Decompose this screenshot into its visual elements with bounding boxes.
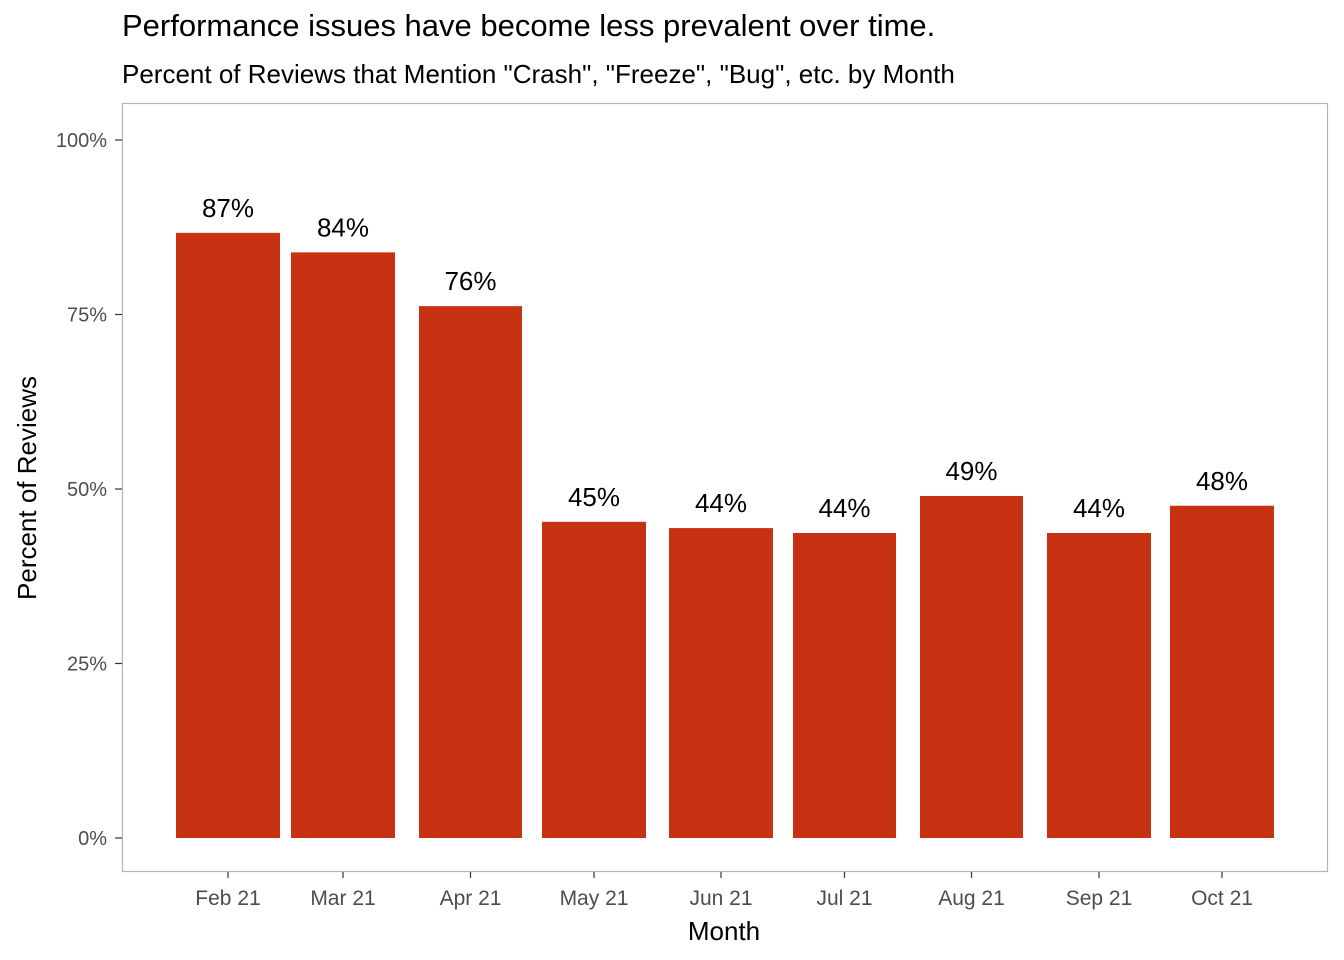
bar [920, 495, 1023, 838]
x-tick-label: Aug 21 [938, 887, 1005, 910]
bar-value-label: 45% [568, 482, 620, 512]
plot-panel [121, 102, 1329, 873]
x-tick-label: Jul 21 [816, 887, 872, 910]
bar-value-label: 87% [202, 193, 254, 223]
bar [176, 232, 280, 839]
bar-value-label: 44% [1073, 493, 1125, 523]
bar [419, 306, 522, 838]
chart-subtitle: Percent of Reviews that Mention "Crash",… [122, 59, 955, 89]
bar-value-label: 76% [444, 266, 496, 296]
bar-value-label: 44% [818, 493, 870, 523]
x-tick-label: Jun 21 [689, 887, 752, 910]
x-tick-label: Apr 21 [440, 887, 502, 910]
x-tick-label: May 21 [560, 887, 629, 910]
x-tick-label: Sep 21 [1066, 887, 1133, 910]
bar [669, 528, 773, 838]
x-tick-label: Feb 21 [195, 887, 260, 910]
bar [291, 252, 395, 839]
y-tick-label: 50% [67, 479, 107, 501]
x-axis: Feb 21 Mar 21 Apr 21 May 21 Jun 21 Jul 21 Aug … [195, 872, 1253, 910]
bars [176, 232, 1274, 839]
chart-title: Performance issues have become less prev… [122, 8, 936, 43]
bar [1170, 505, 1274, 838]
bar-value-label: 48% [1196, 466, 1248, 496]
bar-value-label: 49% [945, 456, 997, 486]
y-tick-label: 100% [56, 130, 107, 152]
bar [542, 521, 646, 838]
x-tick-label: Mar 21 [310, 887, 375, 910]
y-tick-label: 75% [67, 305, 107, 327]
y-tick-label: 0% [78, 828, 107, 850]
data-labels: 87% 84% 76% 45% 44% 44% 49% 44% 48% [202, 193, 1248, 523]
y-axis: 0% 25% 50% 75% 100% [56, 130, 122, 850]
y-axis-title: Percent of Reviews [12, 376, 42, 600]
x-tick-label: Oct 21 [1191, 887, 1253, 910]
bar [793, 532, 896, 838]
bar-value-label: 44% [695, 488, 747, 518]
y-tick-label: 25% [67, 654, 107, 676]
x-axis-title: Month [688, 916, 760, 946]
bar [1047, 532, 1151, 838]
bar-value-label: 84% [317, 212, 369, 242]
